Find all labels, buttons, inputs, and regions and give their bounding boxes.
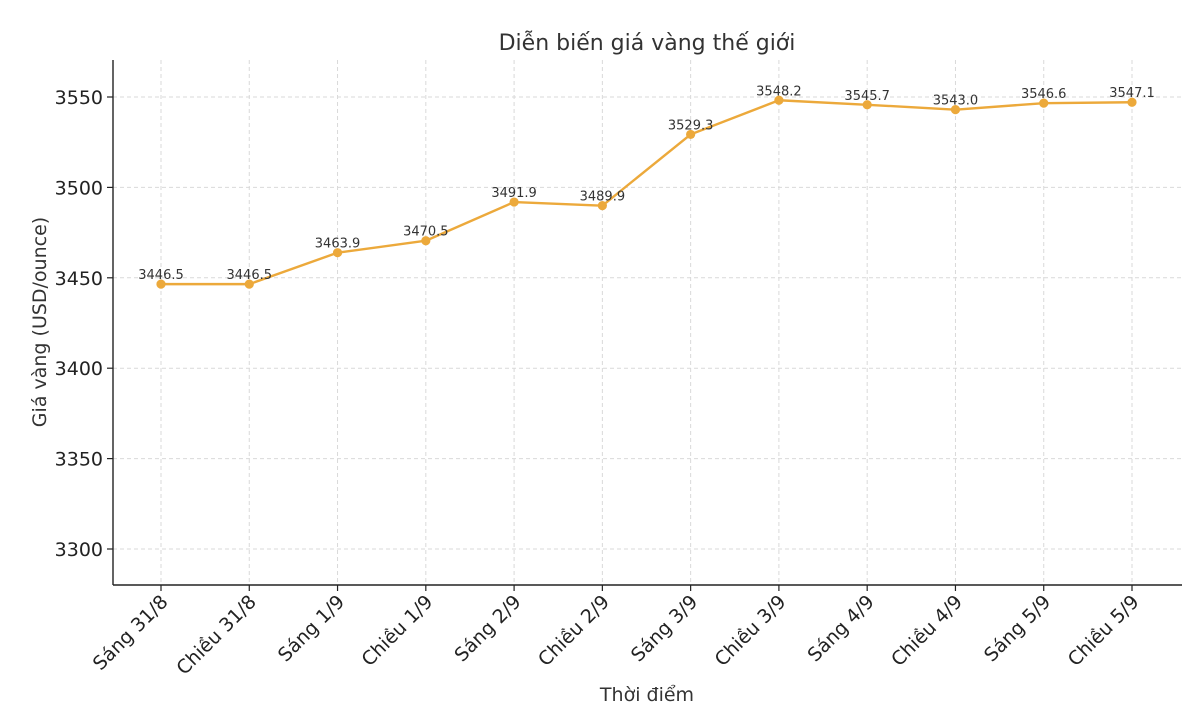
- data-label: 3545.7: [844, 89, 890, 104]
- y-tick-label: 3500: [55, 177, 103, 199]
- x-tick-label: Sáng 3/9: [627, 591, 702, 666]
- y-tick-label: 3350: [55, 449, 103, 471]
- data-point: [421, 236, 431, 246]
- data-label: 3529.3: [668, 118, 714, 133]
- data-point: [774, 95, 784, 105]
- chart-title: Diễn biến giá vàng thế giới: [499, 30, 796, 56]
- y-tick-label: 3400: [55, 358, 103, 380]
- data-point: [332, 248, 343, 258]
- data-point: [862, 100, 872, 110]
- data-point: [1039, 98, 1049, 108]
- data-point: [950, 105, 961, 115]
- data-label: 3463.9: [315, 237, 361, 252]
- x-tick-label: Sáng 2/9: [450, 591, 525, 666]
- x-tick-label: Sáng 4/9: [803, 591, 878, 666]
- data-labels: 3446.5 3446.5 3463.9 3470.5 3491.9 3489.9 3529…: [138, 84, 1155, 283]
- data-label: 3547.1: [1109, 86, 1155, 101]
- x-tick-label: Sáng 1/9: [274, 591, 349, 666]
- series-gold-price: [156, 95, 1137, 289]
- data-label: 3446.5: [227, 268, 273, 283]
- x-tick-label: Chiều 3/9: [711, 591, 791, 671]
- grid: [113, 60, 1182, 585]
- data-label: 3491.9: [491, 186, 537, 201]
- x-tick-label: Chiều 1/9: [357, 591, 437, 671]
- data-point: [244, 279, 254, 289]
- y-tick-label: 3450: [55, 268, 103, 290]
- data-point: [509, 197, 519, 207]
- series-line: [161, 99, 1133, 286]
- x-tick-label: Chiều 31/8: [172, 591, 260, 679]
- data-label: 3470.5: [403, 225, 449, 240]
- data-point: [156, 279, 166, 289]
- x-tick-label: Sáng 5/9: [980, 591, 1055, 666]
- data-point: [1127, 97, 1137, 107]
- x-tick-label: Sáng 31/8: [89, 591, 173, 675]
- x-ticks: Sáng 31/8 Chiều 31/8 Sáng 1/9 Chiều 1/9 Sáng…: [89, 585, 1144, 679]
- x-tick-label: Chiều 2/9: [534, 591, 614, 671]
- data-point: [597, 201, 607, 211]
- data-label: 3548.2: [756, 84, 802, 99]
- y-tick-label: 3300: [55, 539, 103, 561]
- y-ticks: 3300 3350 3400 3450 3500 3550: [55, 87, 113, 561]
- data-label: 3446.5: [138, 268, 184, 283]
- x-axis-label: Thời điểm: [599, 684, 694, 706]
- x-tick-label: Chiều 5/9: [1064, 591, 1144, 671]
- axes: [112, 60, 1182, 586]
- y-axis-label: Giá vàng (USD/ounce): [29, 217, 51, 427]
- data-point: [686, 129, 696, 140]
- x-tick-label: Chiều 4/9: [887, 591, 967, 671]
- data-label: 3543.0: [933, 94, 979, 109]
- data-label: 3546.6: [1021, 87, 1067, 102]
- data-label: 3489.9: [580, 190, 626, 205]
- y-tick-label: 3550: [55, 87, 103, 109]
